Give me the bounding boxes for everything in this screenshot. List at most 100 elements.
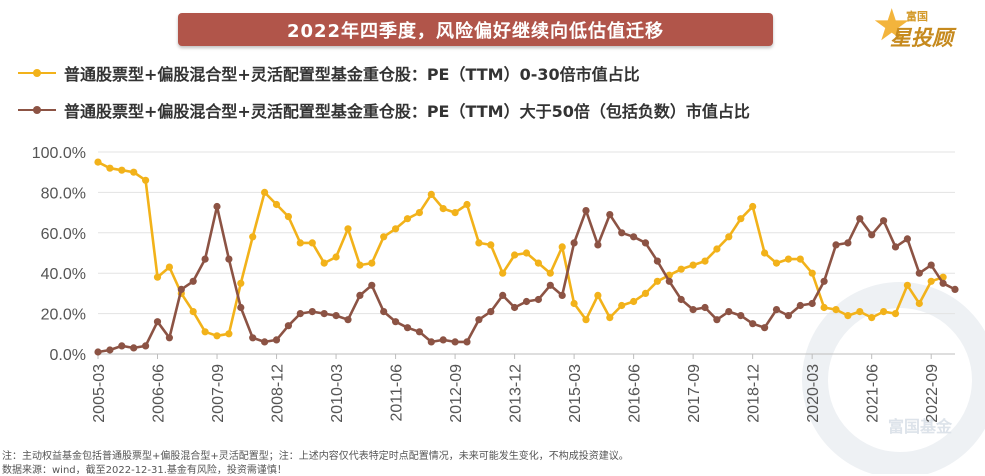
series-2-point <box>641 239 650 247</box>
series-1-point <box>868 314 876 322</box>
series-2-point <box>165 334 173 342</box>
series-2-point <box>225 255 233 263</box>
watermark-text: 富国基金 <box>888 417 953 436</box>
series-2-point <box>951 285 959 293</box>
series-1-point <box>249 233 257 241</box>
series-2-point <box>844 239 852 247</box>
series-1-point <box>475 239 483 247</box>
series-1-point <box>510 251 519 259</box>
series-1-point <box>225 330 233 338</box>
series-2-point <box>249 334 257 342</box>
series-1-point <box>284 213 292 221</box>
series-2-point <box>451 338 459 346</box>
series-2-point <box>713 316 721 324</box>
series-2-point <box>392 318 400 326</box>
series-1-point <box>451 209 459 217</box>
watermark-ring <box>802 282 985 474</box>
series-2-point <box>308 308 316 316</box>
series-1-point <box>130 168 138 176</box>
star-icon: ★ <box>872 0 912 51</box>
x-tick-label: 2008-12 <box>270 364 287 423</box>
footnote-1: 注：主动权益基金包括普通股票型+偏股混合型+灵活配置型；注：上述内容仅代表特定时… <box>2 451 629 462</box>
logo-top-text: 富国 <box>906 10 928 23</box>
series-1-point <box>891 310 900 318</box>
series-1-point <box>142 176 150 184</box>
series-1-point <box>296 239 304 247</box>
series-2-point <box>499 291 507 299</box>
series-1-point <box>213 332 221 340</box>
series-2-point <box>796 301 804 310</box>
legend-item-series-1: 普通股票型+偏股混合型+灵活配置型基金重仓股：PE（TTM）0-30倍市值占比 <box>18 61 968 85</box>
logo-main-text: 星投顾 <box>890 26 953 50</box>
series-2-point <box>427 338 435 346</box>
series-1-point <box>439 205 447 213</box>
series-2-point <box>772 306 781 314</box>
series-1-point <box>784 255 793 263</box>
series-1-point <box>796 255 804 263</box>
series-2-point <box>618 229 626 237</box>
y-tick-label: 0.0% <box>50 347 86 364</box>
series-2-point <box>261 338 269 346</box>
series-2-point <box>594 241 602 249</box>
series-2-point <box>201 255 209 263</box>
series-1-point <box>880 308 888 316</box>
legend-item-series-2: 普通股票型+偏股混合型+灵活配置型基金重仓股：PE（TTM）大于50倍（包括负数… <box>18 98 968 122</box>
series-1-point <box>653 277 662 285</box>
series-2-point <box>320 310 328 318</box>
series-2-point <box>558 291 566 299</box>
series-2-point <box>630 233 638 241</box>
series-1-point <box>737 215 745 223</box>
series-1-point <box>415 209 423 217</box>
x-tick-label: 2007-09 <box>210 364 227 423</box>
series-2-point <box>749 320 757 328</box>
series-2-point <box>130 344 138 352</box>
series-1-point <box>844 312 852 320</box>
y-tick-label: 100.0% <box>32 145 86 162</box>
series-1-point <box>403 215 412 223</box>
series-2-point <box>213 202 221 211</box>
series-2-point <box>582 207 590 215</box>
series-1-point <box>570 299 578 308</box>
series-2-point <box>415 328 423 336</box>
series-1-point <box>630 297 638 306</box>
footnote-2: 数据来源：wind，截至2022-12-31.基金有风险，投资需谨慎！ <box>2 465 287 476</box>
series-1-point <box>689 261 697 269</box>
chart-title-banner: 2022年四季度，风险偏好继续向低估值迁移 <box>178 13 773 46</box>
series-2-point <box>784 312 793 320</box>
series-1-point <box>808 269 816 277</box>
series-2-point <box>142 342 150 350</box>
series-2-point <box>403 324 412 332</box>
series-2-point <box>927 261 935 269</box>
series-1-point <box>118 166 126 174</box>
series-1-point <box>713 245 721 253</box>
series-1-point <box>94 158 102 166</box>
series-2-point <box>761 324 769 332</box>
series-1-point <box>308 239 316 247</box>
series-1-point <box>487 241 495 249</box>
series-1-point <box>237 279 245 287</box>
series-1-point <box>272 200 281 209</box>
series-1-point <box>725 233 733 241</box>
x-tick-label: 2020-03 <box>805 364 822 423</box>
series-2-point <box>522 297 531 306</box>
series-2-point <box>880 217 888 225</box>
series-2-point <box>106 346 114 354</box>
series-2-point <box>296 310 304 318</box>
series-1-point <box>618 301 626 310</box>
series-1-point <box>641 289 650 297</box>
x-tick-label: 2006-06 <box>151 364 168 423</box>
x-tick-label: 2011-06 <box>389 364 406 422</box>
series-1-point <box>582 316 590 324</box>
x-tick-label: 2017-09 <box>686 364 703 423</box>
series-2-point <box>510 303 519 312</box>
series-1-point <box>344 225 352 233</box>
series-1-point <box>165 263 173 271</box>
y-tick-label: 60.0% <box>41 226 86 243</box>
series-2-point <box>487 308 495 316</box>
x-tick-label: 2012-09 <box>448 364 465 423</box>
series-2-point <box>689 306 697 314</box>
series-1-point <box>380 233 388 241</box>
series-2-point <box>177 285 185 293</box>
x-tick-label: 2015-03 <box>567 364 584 423</box>
